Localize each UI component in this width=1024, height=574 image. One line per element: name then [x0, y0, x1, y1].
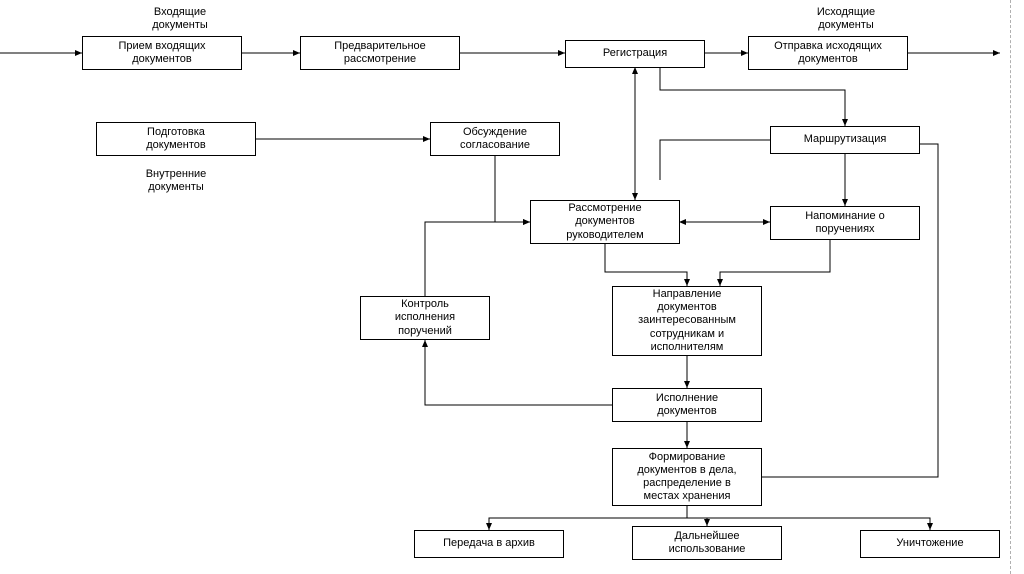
label-lbl_internal: Внутренниедокументы [116, 168, 236, 194]
flowchart-canvas: Входящиедокументы Исходящиедокументы Внутр… [0, 0, 1024, 574]
node-n_direct: Направлениедокументовзаинтересованнымсот… [612, 286, 762, 356]
edge-e_remind_direct [720, 240, 830, 286]
edge-e_route_file [762, 144, 938, 477]
node-n_route: Маршрутизация [770, 126, 920, 154]
node-n_archive: Передача в архив [414, 530, 564, 558]
node-n_register: Регистрация [565, 40, 705, 68]
node-n_control: Контрольисполненияпоручений [360, 296, 490, 340]
node-n_receive: Прием входящихдокументов [82, 36, 242, 70]
edge-e_discuss_review [495, 156, 530, 222]
edge-e_file_further [687, 518, 707, 526]
edges-layer [0, 0, 1024, 574]
edge-e_review_direct [605, 244, 687, 286]
node-n_discuss: Обсуждениесогласование [430, 122, 560, 156]
node-n_prelim: Предварительноерассмотрение [300, 36, 460, 70]
node-n_send: Отправка исходящихдокументов [748, 36, 908, 70]
node-n_file: Формированиедокументов в дела,распределе… [612, 448, 762, 506]
label-lbl_outgoing: Исходящиедокументы [786, 6, 906, 32]
edge-e_route_review [660, 140, 770, 180]
node-n_prepare: Подготовкадокументов [96, 122, 256, 156]
edge-e_control_review [425, 222, 530, 296]
node-n_further: Дальнейшееиспользование [632, 526, 782, 560]
node-n_destroy: Уничтожение [860, 530, 1000, 558]
node-n_review: Рассмотрениедокументовруководителем [530, 200, 680, 244]
node-n_remind: Напоминание опоручениях [770, 206, 920, 240]
edge-e_execute_control [425, 340, 612, 405]
edge-e_register_route [660, 68, 845, 126]
label-lbl_incoming: Входящиедокументы [120, 6, 240, 32]
node-n_execute: Исполнениедокументов [612, 388, 762, 422]
page-separator [1010, 0, 1011, 574]
